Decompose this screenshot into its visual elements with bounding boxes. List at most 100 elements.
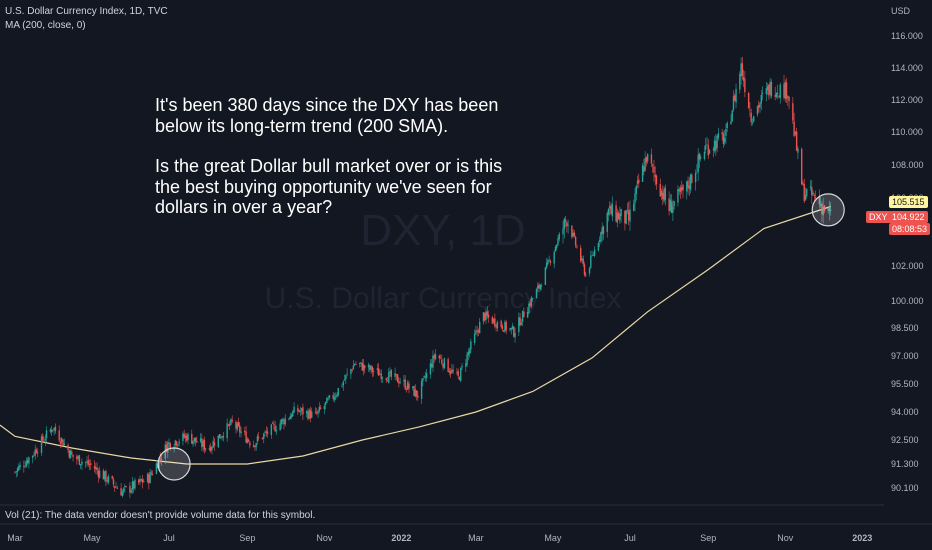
candle-body [184, 435, 187, 438]
candle-body [679, 187, 682, 192]
candle-body [388, 371, 390, 383]
candle-body [705, 145, 707, 150]
candle-body [237, 421, 240, 426]
candle-body [473, 333, 476, 343]
candle-body [158, 458, 160, 470]
candle-body [633, 203, 635, 211]
candle-body [213, 442, 216, 446]
candle-body [581, 258, 583, 261]
candle-body [734, 95, 736, 101]
candle-body [823, 205, 826, 212]
symbol-title[interactable]: U.S. Dollar Currency Index, 1D, TVC [5, 6, 168, 17]
candle-body [797, 148, 799, 153]
candle-body [778, 95, 780, 97]
candle-body [735, 88, 737, 103]
candle-body [288, 418, 290, 420]
price-axis[interactable]: USD 116.000 114.000 112.000 110.000 108.000 10… [884, 0, 932, 550]
candle-body [686, 181, 688, 192]
candle-body [523, 311, 525, 318]
candle-body [23, 466, 25, 467]
candle-body [361, 362, 363, 371]
candle-body [563, 218, 565, 230]
candle-body [769, 81, 771, 95]
candle-body [573, 232, 576, 236]
candle-body [494, 318, 496, 327]
candle-body [124, 486, 126, 488]
candle-body [115, 487, 117, 488]
candle-body [814, 197, 817, 199]
chart-annotation[interactable]: It's been 380 days since the DXY has bee… [155, 95, 515, 218]
candle-body [673, 201, 675, 207]
candle-body [61, 438, 63, 443]
candle-body [90, 463, 92, 465]
candle-body [211, 447, 213, 450]
candle-body [81, 461, 83, 465]
candle-body [591, 255, 593, 256]
candle-body [492, 318, 495, 323]
candle-body [616, 212, 619, 223]
candle-body [448, 370, 451, 373]
ma-price-tag: 105.515 [889, 196, 928, 208]
candle-body [333, 397, 336, 400]
candle-body [753, 116, 755, 122]
candle-body [220, 437, 222, 439]
candle-body [788, 96, 790, 102]
candle-body [155, 463, 158, 474]
time-axis[interactable]: Mar May Jul Sep Nov 2022 Mar May Jul Sep Nov 2023 [0, 504, 932, 543]
candle-body [192, 440, 194, 445]
annotation-line-1: It's been 380 days since the DXY has bee… [155, 95, 499, 136]
candle-body [478, 321, 481, 334]
candle-body [407, 382, 409, 390]
candle-body [811, 187, 813, 196]
candle-body [218, 434, 221, 439]
candle-body [549, 261, 552, 264]
candle-body [583, 264, 586, 275]
candle-body [149, 471, 151, 484]
candle-body [380, 373, 382, 380]
candle-body [672, 206, 674, 213]
candle-body [413, 386, 415, 396]
candle-body [802, 183, 804, 185]
candle-body [255, 443, 257, 448]
candle-body [14, 471, 16, 473]
candle-body [35, 450, 38, 454]
time-tick: May [544, 533, 562, 543]
candle-body [85, 461, 87, 463]
candle-body [62, 439, 64, 446]
candle-body [574, 236, 577, 246]
candle-body [96, 467, 98, 471]
candle-body [326, 397, 328, 403]
candle-body [566, 222, 568, 227]
candle-body [132, 481, 135, 489]
time-tick: May [84, 533, 102, 543]
candle-body [399, 381, 401, 383]
candle-body [803, 184, 805, 202]
candle-body [63, 443, 65, 445]
candle-body [475, 330, 477, 334]
candle-body [130, 490, 132, 493]
candle-body [830, 209, 832, 211]
candle-body [187, 433, 189, 441]
candle-body [174, 440, 177, 446]
candle-body [785, 82, 788, 99]
candle-body [739, 74, 741, 90]
candle-body [203, 439, 206, 450]
candle-body [54, 426, 57, 432]
candle-body [249, 442, 251, 446]
candle-body [77, 456, 79, 459]
candle-body [670, 201, 673, 213]
indicator-legend[interactable]: MA (200, close, 0) [5, 20, 86, 31]
candle-body [553, 251, 555, 264]
candle-body [819, 204, 822, 206]
candle-body [379, 373, 381, 375]
candle-body [443, 358, 446, 369]
candle-body [112, 479, 115, 485]
candle-body [76, 456, 78, 460]
time-tick: Mar [468, 533, 484, 543]
candle-body [346, 373, 348, 375]
candle-body [655, 175, 658, 185]
candle-body [120, 488, 122, 496]
price-tick: 90.100 [891, 483, 919, 493]
candle-body [636, 180, 639, 185]
